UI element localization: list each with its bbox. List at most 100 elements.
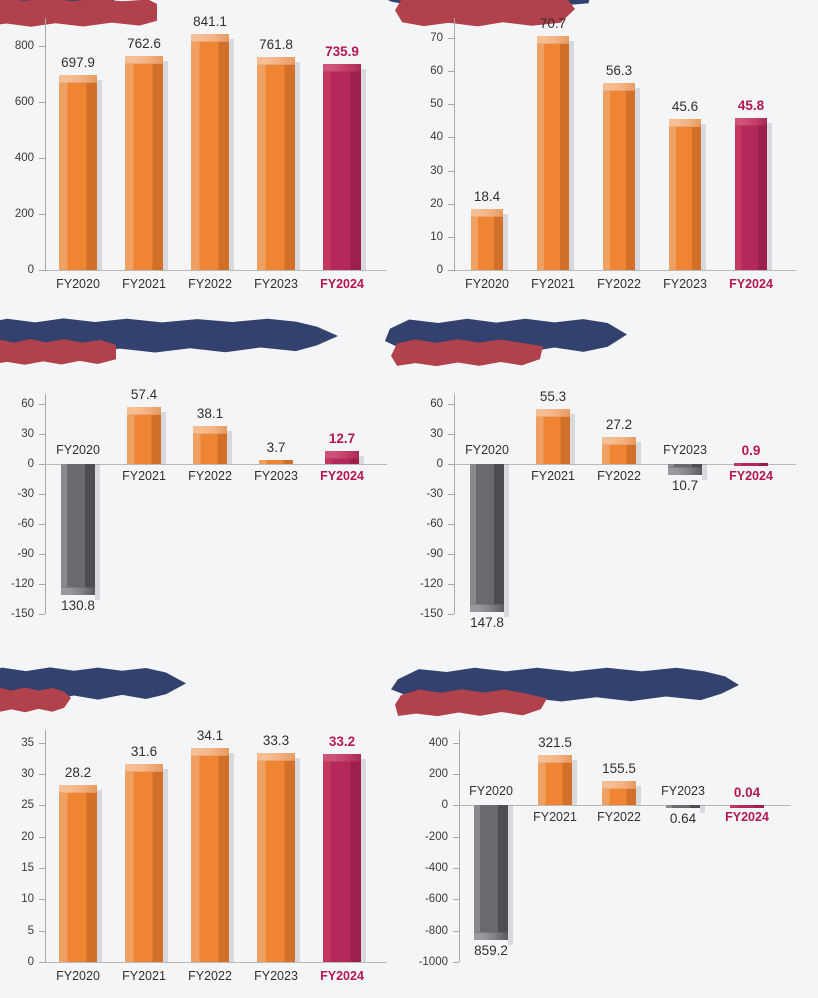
bar-fy2021[interactable] [127, 406, 166, 464]
y-tick [39, 899, 45, 901]
y-tick [453, 962, 459, 963]
y-tick-label: -200 [424, 830, 448, 843]
bar-value-label: 28.2 [64, 765, 92, 781]
bar-face [538, 754, 572, 806]
redaction-blob-red [391, 339, 543, 367]
bar-fy2022[interactable] [603, 83, 640, 270]
bar-fy2023[interactable] [668, 464, 707, 480]
x-category-label-fy2020: FY2020 [56, 443, 100, 457]
y-tick-label: 60 [430, 398, 443, 410]
bar-fy2020[interactable] [59, 785, 102, 962]
y-tick-label: 200 [428, 767, 448, 780]
redaction-blob-red [395, 0, 575, 27]
bar-face [127, 406, 161, 464]
bar-top-bevel [536, 408, 570, 417]
bar-fy2022[interactable] [191, 34, 234, 270]
x-category-label-fy2022: FY2022 [188, 277, 232, 291]
bar-face [125, 56, 163, 270]
bar-fy2024[interactable] [323, 63, 366, 270]
y-axis-line [454, 394, 455, 614]
x-category-label-fy2023: FY2023 [663, 443, 707, 457]
y-tick [448, 71, 454, 73]
bar-face [323, 63, 361, 270]
bar-fy2023[interactable] [259, 460, 293, 464]
bar-value-label: 762.6 [127, 36, 161, 52]
bar-fy2021[interactable] [536, 408, 575, 464]
bar-top-bevel [602, 780, 636, 789]
bar-drop-shadow [161, 411, 166, 464]
bar-fy2020[interactable] [470, 464, 509, 617]
bar-fy2023[interactable] [257, 753, 300, 962]
bar-value-label: 697.9 [61, 54, 95, 70]
bar-fy2024[interactable] [325, 451, 364, 464]
bar-top-bevel [668, 466, 702, 475]
bar-fy2023[interactable] [669, 118, 706, 270]
bar-value-label: 18.4 [473, 188, 501, 204]
bar-fy2021[interactable] [538, 754, 577, 806]
y-tick [448, 584, 454, 585]
y-tick [448, 236, 454, 238]
bar-fy2022[interactable] [602, 780, 641, 806]
y-tick-label: 40 [430, 131, 443, 144]
bar-value-label: 45.8 [737, 98, 765, 114]
y-tick-label: -120 [419, 578, 443, 590]
y-tick-label: 0 [27, 264, 34, 276]
x-category-label-fy2023: FY2023 [254, 277, 298, 291]
bar-face [191, 34, 229, 270]
bar-fy2020[interactable] [61, 464, 100, 600]
y-tick-label: 30 [430, 164, 443, 177]
bar-fy2020[interactable] [471, 208, 508, 270]
y-tick [453, 773, 459, 775]
bar-drop-shadow [702, 464, 707, 480]
bar-fy2022[interactable] [191, 748, 234, 962]
bar-top-bevel [61, 586, 95, 595]
bar-fy2023[interactable] [257, 56, 300, 270]
bar-drop-shadow [163, 61, 168, 270]
bar-drop-shadow [636, 785, 641, 806]
bar-top-bevel [193, 425, 227, 434]
bar-fy2020[interactable] [474, 805, 513, 945]
bar-fy2021[interactable] [537, 35, 574, 270]
bar-fy2024[interactable] [734, 463, 768, 467]
bar-fy2024[interactable] [323, 753, 366, 962]
redaction-blob-red [395, 689, 547, 717]
y-tick-label: 400 [428, 736, 448, 749]
bar-fy2020[interactable] [59, 74, 102, 270]
x-category-label-fy2024: FY2024 [320, 469, 364, 483]
redacted-title-6 [391, 665, 746, 717]
y-tick [453, 836, 459, 838]
bar-fy2021[interactable] [125, 56, 168, 270]
y-tick-label: 600 [14, 96, 34, 108]
bar-face [471, 208, 503, 270]
bar-top-bevel [669, 118, 701, 127]
bar-fy2022[interactable] [602, 436, 641, 464]
x-category-label-fy2020: FY2020 [465, 443, 509, 457]
y-tick [448, 104, 454, 106]
bar-value-label: 33.2 [328, 733, 356, 749]
redaction-blob-red [0, 0, 157, 27]
bar-fy2024[interactable] [735, 118, 772, 270]
bar-top-bevel [471, 208, 503, 217]
bar-fy2022[interactable] [193, 425, 232, 464]
bar-top-bevel [191, 748, 229, 757]
y-tick-label: 10 [430, 230, 443, 243]
y-tick-label: 25 [21, 799, 34, 812]
y-tick-label: 60 [21, 398, 34, 410]
bar-value-label: 27.2 [605, 416, 633, 432]
bar-fy2023[interactable] [666, 805, 705, 814]
bar-face [323, 753, 361, 962]
redacted-title-5 [0, 665, 196, 717]
chart-4: -150 -120 -90 -60 -30 0 30 60 147.8 FY2020 55.3 FY2… [409, 366, 818, 660]
y-tick-label: -150 [419, 608, 443, 620]
bar-top-bevel [125, 56, 163, 65]
bar-fy2024[interactable] [730, 805, 764, 809]
x-category-label-fy2021: FY2021 [122, 969, 166, 983]
x-category-label-fy2024: FY2024 [729, 277, 773, 291]
y-tick [448, 434, 454, 435]
bar-fy2021[interactable] [125, 763, 168, 962]
x-category-label-fy2021: FY2021 [122, 277, 166, 291]
y-tick [39, 524, 45, 525]
y-tick-label: 0 [441, 799, 448, 812]
y-tick-label: -30 [426, 488, 443, 500]
